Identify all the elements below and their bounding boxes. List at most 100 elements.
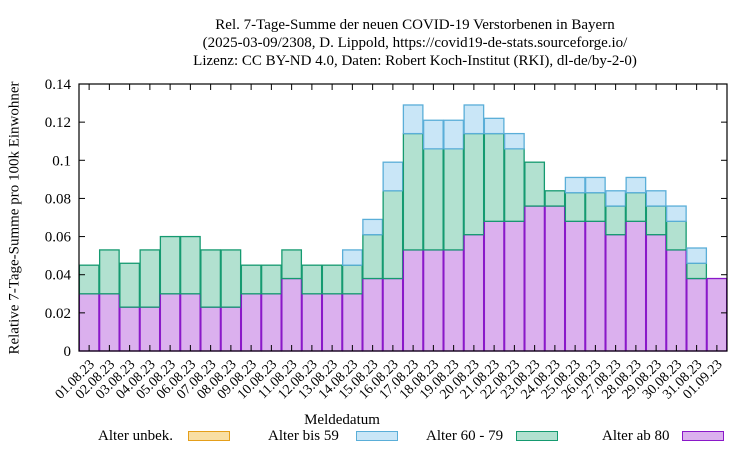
- bar-alter-60-79-19.08.23: [443, 148, 465, 251]
- bar-alter-60-79-18.08.23: [422, 148, 444, 251]
- bar-alter-ab-80-08.08.23: [220, 306, 242, 352]
- legend-label-alter-ab-80: Alter ab 80: [602, 428, 670, 444]
- bar-alter-60-79-13.08.23: [321, 264, 343, 295]
- bar-alter-60-79-29.08.23: [645, 205, 667, 236]
- legend-swatch-alter-unbek: [188, 431, 230, 441]
- bar-alter-ab-80-04.08.23: [139, 306, 161, 352]
- bar-alter-ab-80-16.08.23: [382, 277, 404, 352]
- bar-alter-bis-59-18.08.23: [422, 119, 444, 150]
- bar-alter-60-79-30.08.23: [665, 220, 687, 251]
- y-tick-label: 0.04: [45, 268, 72, 284]
- chart-title-line-1: Rel. 7-Tage-Summe der neuen COVID-19 Ver…: [215, 17, 615, 33]
- bar-alter-60-79-14.08.23: [341, 264, 363, 295]
- bar-alter-60-79-27.08.23: [605, 205, 627, 236]
- bar-alter-ab-80-26.08.23: [584, 220, 606, 352]
- plot-frame: [78, 83, 728, 352]
- bar-alter-ab-80-20.08.23: [463, 234, 485, 352]
- bar-alter-ab-80-30.08.23: [665, 249, 687, 352]
- chart-title-line-3: Lizenz: CC BY-ND 4.0, Daten: Robert Koch…: [193, 53, 637, 69]
- bar-alter-bis-59-16.08.23: [382, 161, 404, 192]
- bar-alter-60-79-22.08.23: [503, 148, 525, 222]
- bar-alter-ab-80-23.08.23: [524, 205, 546, 352]
- bar-alter-60-79-02.08.23: [98, 249, 120, 295]
- bar-alter-60-79-26.08.23: [584, 192, 606, 222]
- bar-alter-ab-80-17.08.23: [402, 249, 424, 352]
- bar-alter-60-79-23.08.23: [524, 161, 546, 207]
- legend-label-alter-unbek: Alter unbek.: [98, 428, 173, 444]
- y-axis-label: Relative 7-Tage-Summe pro 100k Einwohner: [6, 81, 23, 355]
- bar-alter-ab-80-01.09.23: [706, 277, 728, 352]
- bar-alter-bis-59-25.08.23: [564, 176, 586, 194]
- bar-alter-bis-59-21.08.23: [483, 117, 505, 135]
- chart-title-line-2: (2025-03-09/2308, D. Lippold, https://co…: [202, 35, 628, 51]
- bar-alter-60-79-31.08.23: [686, 262, 708, 280]
- bar-alter-ab-80-18.08.23: [422, 249, 444, 352]
- bar-alter-ab-80-28.08.23: [625, 220, 647, 352]
- bar-alter-ab-80-24.08.23: [544, 205, 566, 352]
- x-axis-label: Meldedatum: [304, 412, 380, 428]
- bar-alter-bis-59-22.08.23: [503, 132, 525, 150]
- bar-alter-ab-80-31.08.23: [686, 277, 708, 352]
- bar-alter-ab-80-25.08.23: [564, 220, 586, 352]
- bar-alter-60-79-25.08.23: [564, 192, 586, 222]
- bars-layer: [78, 104, 728, 352]
- y-tick-label: 0.14: [45, 77, 72, 93]
- bar-alter-60-79-04.08.23: [139, 249, 161, 308]
- bar-alter-bis-59-20.08.23: [463, 104, 485, 135]
- legend-swatch-alter-bis-59: [356, 431, 398, 441]
- y-tick-label: 0.02: [45, 306, 71, 322]
- bar-alter-ab-80-01.08.23: [78, 293, 100, 352]
- bar-alter-bis-59-26.08.23: [584, 176, 606, 194]
- bar-alter-60-79-24.08.23: [544, 190, 566, 207]
- bar-alter-bis-59-27.08.23: [605, 190, 627, 207]
- bar-alter-60-79-01.08.23: [78, 264, 100, 295]
- bar-alter-bis-59-30.08.23: [665, 205, 687, 222]
- bar-alter-ab-80-03.08.23: [119, 306, 141, 352]
- legend-swatch-alter-ab-80: [682, 431, 724, 441]
- bar-alter-60-79-07.08.23: [200, 249, 222, 308]
- bar-alter-ab-80-06.08.23: [179, 293, 201, 352]
- bar-alter-60-79-28.08.23: [625, 192, 647, 222]
- bar-alter-60-79-10.08.23: [260, 264, 282, 295]
- bar-alter-60-79-09.08.23: [240, 264, 262, 295]
- bar-alter-60-79-21.08.23: [483, 132, 505, 222]
- legend-label-alter-bis-59: Alter bis 59: [268, 428, 339, 444]
- bar-alter-60-79-05.08.23: [159, 235, 181, 295]
- bar-alter-60-79-03.08.23: [119, 262, 141, 308]
- bar-alter-ab-80-13.08.23: [321, 293, 343, 352]
- bar-alter-bis-59-28.08.23: [625, 176, 647, 194]
- bar-alter-60-79-16.08.23: [382, 190, 404, 280]
- y-tick-label: 0: [64, 344, 72, 360]
- bar-alter-ab-80-27.08.23: [605, 234, 627, 352]
- bar-alter-60-79-12.08.23: [301, 264, 323, 295]
- bar-alter-60-79-15.08.23: [362, 234, 384, 280]
- y-tick-label: 0.08: [45, 191, 71, 207]
- y-tick-label: 0.1: [52, 153, 71, 169]
- legend-swatch-alter-60-79: [516, 431, 558, 441]
- bar-alter-ab-80-19.08.23: [443, 249, 465, 352]
- bar-alter-bis-59-17.08.23: [402, 104, 424, 135]
- bar-alter-ab-80-14.08.23: [341, 293, 363, 352]
- bar-alter-ab-80-05.08.23: [159, 293, 181, 352]
- bar-alter-ab-80-21.08.23: [483, 220, 505, 352]
- bar-alter-ab-80-02.08.23: [98, 293, 120, 352]
- bar-alter-bis-59-19.08.23: [443, 119, 465, 150]
- bar-alter-60-79-17.08.23: [402, 132, 424, 251]
- bar-alter-ab-80-15.08.23: [362, 277, 384, 352]
- bar-alter-bis-59-15.08.23: [362, 218, 384, 236]
- bar-alter-bis-59-14.08.23: [341, 249, 363, 266]
- bar-alter-ab-80-07.08.23: [200, 306, 222, 352]
- bar-alter-ab-80-09.08.23: [240, 293, 262, 352]
- bar-alter-60-79-08.08.23: [220, 249, 242, 308]
- bar-alter-ab-80-22.08.23: [503, 220, 525, 352]
- bar-alter-60-79-06.08.23: [179, 235, 201, 295]
- bar-alter-ab-80-29.08.23: [645, 234, 667, 352]
- bar-alter-bis-59-29.08.23: [645, 190, 667, 207]
- bar-alter-60-79-20.08.23: [463, 132, 485, 236]
- bar-alter-ab-80-11.08.23: [281, 277, 303, 352]
- y-tick-label: 0.12: [45, 115, 71, 131]
- bar-alter-ab-80-10.08.23: [260, 293, 282, 352]
- bar-alter-60-79-11.08.23: [281, 249, 303, 280]
- bar-alter-ab-80-12.08.23: [301, 293, 323, 352]
